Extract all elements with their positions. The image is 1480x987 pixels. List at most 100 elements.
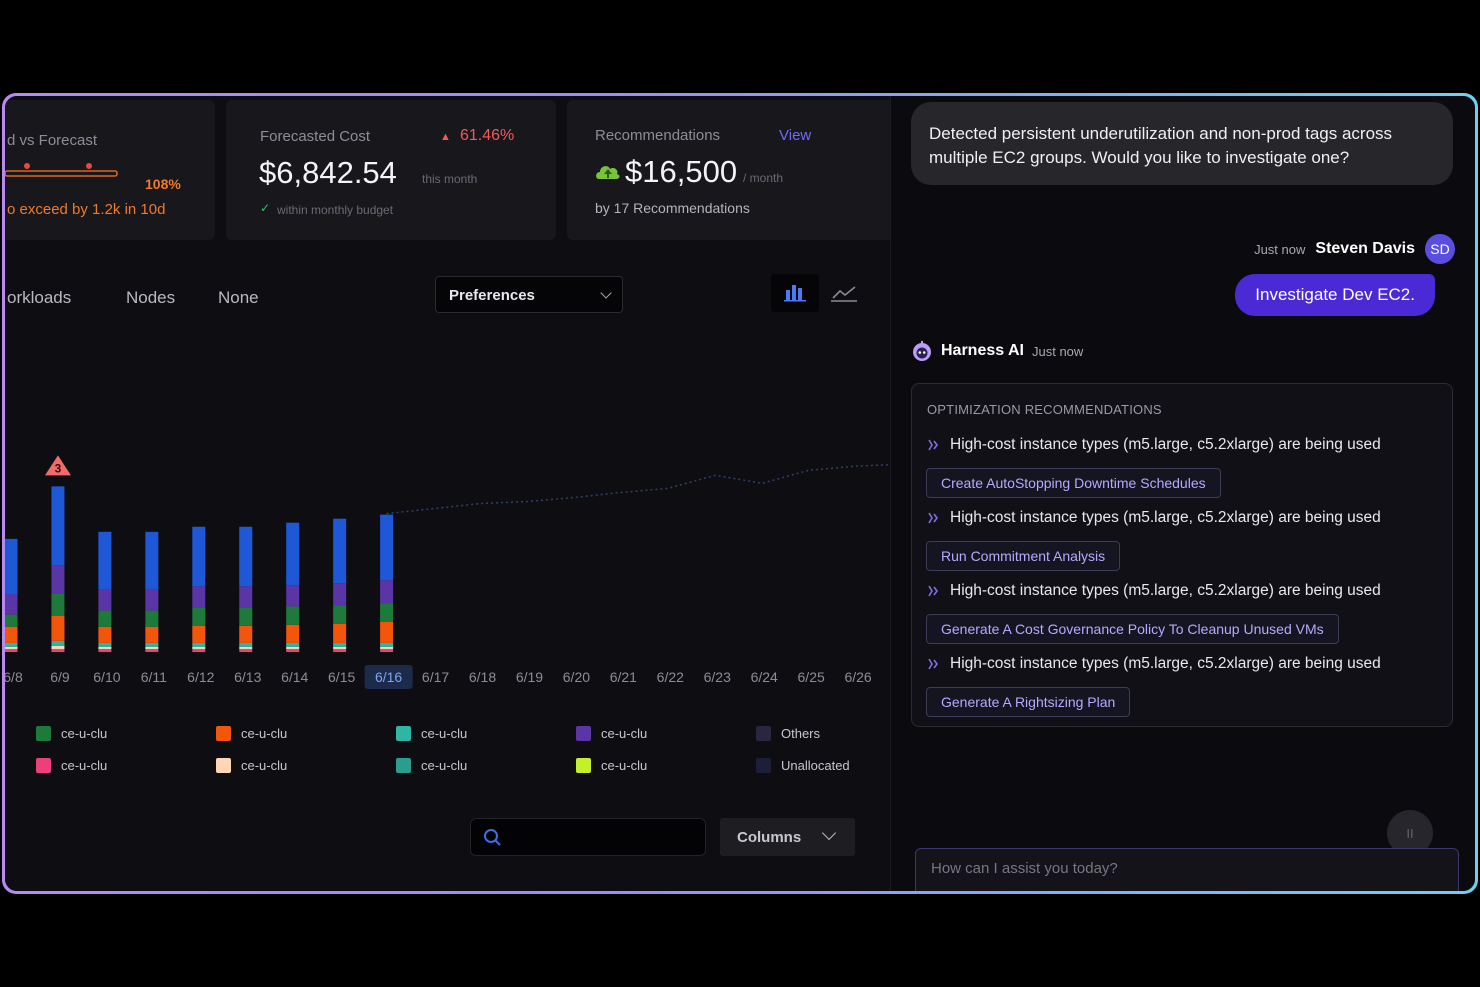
table-search-input[interactable]: [470, 818, 706, 856]
x-axis-tick-label[interactable]: 6/26: [844, 669, 871, 685]
x-axis-tick-label[interactable]: 6/17: [422, 669, 449, 685]
chat-input[interactable]: How can I assist you today?: [915, 848, 1459, 891]
line-chart-toggle[interactable]: [825, 274, 865, 312]
bar-segment[interactable]: [333, 518, 347, 584]
x-axis-tick-label[interactable]: 6/20: [563, 669, 590, 685]
x-axis-tick-label[interactable]: 6/21: [610, 669, 637, 685]
bar-segment[interactable]: [380, 646, 394, 649]
bar-segment[interactable]: [51, 565, 65, 594]
bar-segment[interactable]: [286, 606, 300, 625]
bar-segment[interactable]: [5, 648, 18, 652]
recommendations-card[interactable]: Recommendations View $16,500 / month by …: [567, 100, 890, 240]
budget-vs-forecast-card[interactable]: d vs Forecast 108% o exceed by 1.2k in 1…: [5, 100, 215, 240]
bar-segment[interactable]: [98, 646, 112, 649]
bar-segment[interactable]: [333, 605, 347, 624]
x-axis-tick-label[interactable]: 6/10: [93, 669, 120, 685]
bar-segment[interactable]: [5, 594, 18, 615]
forecasted-cost-card[interactable]: Forecasted Cost ▲ 61.46% $6,842.54 this …: [226, 100, 556, 240]
bar-segment[interactable]: [192, 607, 206, 626]
bar-segment[interactable]: [239, 642, 253, 647]
bar-segment[interactable]: [98, 648, 112, 652]
bar-segment[interactable]: [145, 610, 159, 627]
bar-segment[interactable]: [239, 526, 253, 587]
bar-segment[interactable]: [98, 589, 112, 611]
recommendation-action-button[interactable]: Run Commitment Analysis: [926, 541, 1121, 571]
preferences-dropdown[interactable]: Preferences: [435, 276, 623, 313]
bar-segment[interactable]: [5, 538, 18, 595]
bar-segment[interactable]: [380, 648, 394, 652]
bar-segment[interactable]: [98, 642, 112, 647]
bar-segment[interactable]: [145, 648, 159, 652]
bar-segment[interactable]: [286, 522, 300, 586]
x-axis-tick-label[interactable]: 6/14: [281, 669, 308, 685]
x-axis-tick-label[interactable]: 6/25: [798, 669, 825, 685]
bar-segment[interactable]: [239, 607, 253, 626]
bar-segment[interactable]: [192, 642, 206, 647]
bar-segment[interactable]: [286, 648, 300, 652]
x-axis-tick-label[interactable]: 6/11: [141, 669, 167, 685]
bar-segment[interactable]: [51, 648, 65, 652]
bar-segment[interactable]: [286, 646, 300, 649]
bar-segment[interactable]: [145, 531, 159, 590]
x-axis-tick-label[interactable]: 6/19: [516, 669, 543, 685]
bar-segment[interactable]: [239, 586, 253, 608]
bar-segment[interactable]: [51, 486, 65, 566]
x-axis-tick-label[interactable]: 6/16: [375, 669, 402, 685]
recs-view-link[interactable]: View: [779, 127, 812, 144]
bar-segment[interactable]: [333, 648, 347, 652]
bar-segment[interactable]: [145, 589, 159, 611]
bar-chart-toggle[interactable]: [771, 274, 819, 312]
bar-segment[interactable]: [145, 642, 159, 647]
bar-segment[interactable]: [98, 610, 112, 627]
bar-segment[interactable]: [239, 625, 253, 643]
x-axis-tick-label[interactable]: 6/18: [469, 669, 496, 685]
x-axis-tick-label[interactable]: 6/12: [187, 669, 214, 685]
columns-button[interactable]: Columns: [720, 818, 855, 856]
bar-segment[interactable]: [5, 642, 18, 647]
bar-segment[interactable]: [333, 623, 347, 643]
x-axis-tick-label[interactable]: 6/8: [5, 669, 23, 685]
bar-segment[interactable]: [380, 580, 394, 604]
bar-segment[interactable]: [192, 646, 206, 649]
bar-segment[interactable]: [145, 646, 159, 649]
bar-segment[interactable]: [239, 648, 253, 652]
x-axis-tick-label[interactable]: 6/9: [50, 669, 70, 685]
bar-segment[interactable]: [380, 621, 394, 643]
bar-segment[interactable]: [333, 646, 347, 649]
bar-segment[interactable]: [192, 625, 206, 643]
tab-none[interactable]: None: [218, 288, 259, 307]
bar-segment[interactable]: [333, 642, 347, 647]
bar-segment[interactable]: [286, 585, 300, 607]
bar-segment[interactable]: [5, 646, 18, 649]
recommendation-action-button[interactable]: Generate A Rightsizing Plan: [926, 687, 1131, 717]
recommendation-action-button[interactable]: Create AutoStopping Downtime Schedules: [926, 468, 1221, 498]
bar-segment[interactable]: [380, 642, 394, 647]
bar-segment[interactable]: [51, 640, 65, 646]
bar-segment[interactable]: [239, 646, 253, 649]
recommendation-action-button[interactable]: Generate A Cost Governance Policy To Cle…: [926, 614, 1339, 644]
x-axis-tick-label[interactable]: 6/23: [704, 669, 731, 685]
bar-segment[interactable]: [192, 648, 206, 652]
bar-segment[interactable]: [380, 603, 394, 622]
bar-segment[interactable]: [333, 583, 347, 606]
x-axis-tick-label[interactable]: 6/15: [328, 669, 355, 685]
bar-segment[interactable]: [192, 586, 206, 608]
bar-segment[interactable]: [98, 531, 112, 590]
bar-segment[interactable]: [5, 626, 18, 643]
bar-segment[interactable]: [5, 614, 18, 627]
bar-segment[interactable]: [51, 645, 65, 649]
bar-segment[interactable]: [380, 514, 394, 581]
bar-segment[interactable]: [51, 593, 65, 616]
tab-nodes[interactable]: Nodes: [126, 288, 176, 307]
bar-segment[interactable]: [98, 626, 112, 643]
bar-segment[interactable]: [286, 624, 300, 643]
x-axis-tick-label[interactable]: 6/24: [751, 669, 778, 685]
anomaly-warning-icon[interactable]: [44, 455, 71, 476]
x-axis-tick-label[interactable]: 6/22: [657, 669, 684, 685]
bar-segment[interactable]: [51, 615, 65, 641]
bar-segment[interactable]: [192, 526, 206, 587]
tab-workloads[interactable]: orkloads: [7, 288, 72, 307]
bar-segment[interactable]: [145, 626, 159, 643]
x-axis-tick-label[interactable]: 6/13: [234, 669, 261, 685]
bar-segment[interactable]: [286, 642, 300, 647]
